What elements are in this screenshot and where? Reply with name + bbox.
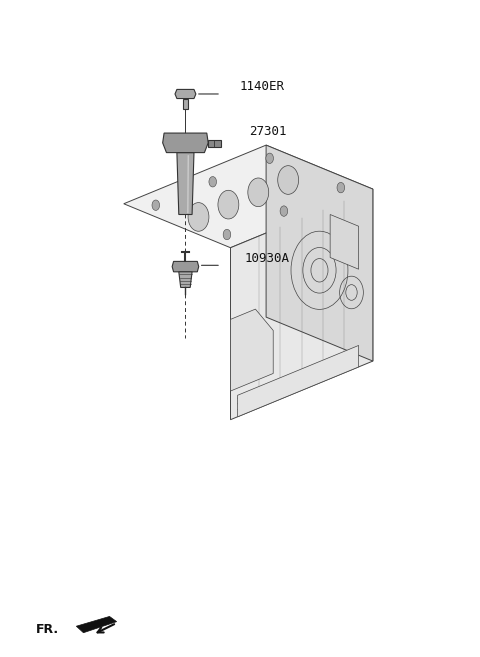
Circle shape — [188, 202, 209, 231]
Polygon shape — [230, 309, 273, 391]
Polygon shape — [177, 152, 194, 214]
Text: 27301: 27301 — [250, 125, 287, 138]
Polygon shape — [238, 346, 359, 417]
Polygon shape — [266, 145, 373, 361]
Circle shape — [209, 177, 216, 187]
Polygon shape — [230, 189, 373, 420]
Text: 10930A: 10930A — [245, 252, 290, 265]
Circle shape — [218, 191, 239, 219]
Polygon shape — [163, 133, 208, 152]
Polygon shape — [208, 139, 221, 147]
Polygon shape — [172, 261, 199, 272]
Text: 1140ER: 1140ER — [240, 79, 285, 93]
Circle shape — [248, 178, 269, 207]
Polygon shape — [124, 145, 373, 248]
Circle shape — [223, 229, 231, 240]
Polygon shape — [330, 214, 359, 269]
Circle shape — [280, 206, 288, 216]
Circle shape — [278, 166, 299, 194]
Circle shape — [337, 183, 345, 193]
Text: FR.: FR. — [36, 623, 59, 636]
Polygon shape — [175, 89, 196, 99]
Polygon shape — [182, 99, 188, 109]
Circle shape — [152, 200, 159, 210]
Polygon shape — [179, 272, 192, 288]
Polygon shape — [76, 616, 117, 633]
Circle shape — [266, 153, 274, 164]
